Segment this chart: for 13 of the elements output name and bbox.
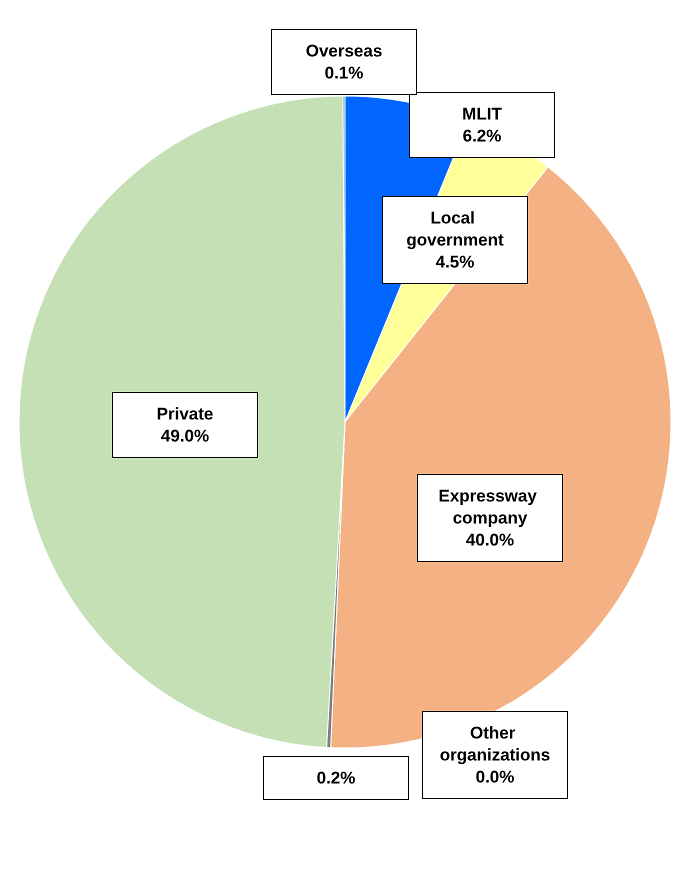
slice-label: MLIT <box>462 104 502 124</box>
data-label: 49.0% <box>160 426 210 446</box>
slice-label: Overseas <box>306 42 382 60</box>
data-label: 0.1% <box>324 64 364 82</box>
slice-label: Private <box>156 404 214 424</box>
data-label: 6.2% <box>462 126 502 146</box>
data-label: 0.2% <box>316 768 356 788</box>
data-label: 4.5% <box>436 252 474 272</box>
data-label: 40.0% <box>466 530 514 550</box>
text: 0.0% <box>476 768 514 786</box>
slice-label: Expressway company <box>438 486 542 528</box>
slice-label: Local government <box>406 208 504 250</box>
category-label: Other organizations <box>440 724 550 764</box>
